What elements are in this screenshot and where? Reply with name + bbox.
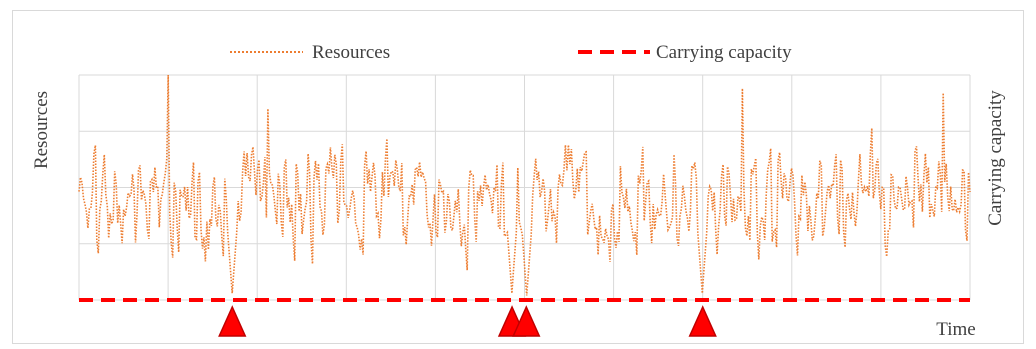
event-marker-triangle (512, 305, 541, 337)
resources-series-line (78, 74, 971, 296)
event-marker-triangle (688, 305, 717, 337)
event-marker-triangle (218, 305, 247, 337)
y-axis-title-left: Resources (31, 91, 52, 169)
resources-series-layer (78, 74, 971, 296)
legend-resources-label: Resources (312, 42, 390, 63)
y-axis-title-right: Carrying capacity (985, 90, 1006, 226)
grid (78, 74, 971, 301)
event-markers-layer (218, 305, 717, 337)
x-axis-title: Time (936, 319, 975, 340)
legend-carrying-capacity-label: Carrying capacity (656, 42, 792, 63)
chart-frame (12, 10, 1024, 344)
legend: Resources Carrying capacity (230, 42, 792, 63)
